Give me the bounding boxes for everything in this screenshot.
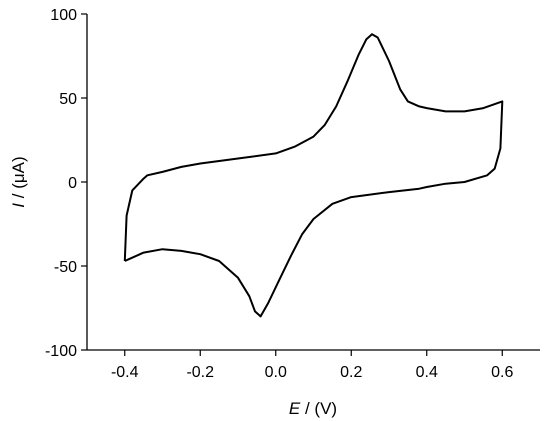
cv-curve-series-0: [123, 33, 504, 318]
x-tick-label: 0.2: [340, 364, 362, 381]
x-tick-label: -0.4: [111, 364, 139, 381]
x-axis-label: E / (V): [289, 399, 337, 418]
series-layer: [123, 33, 504, 318]
x-tick-label: 0.4: [416, 364, 438, 381]
y-tick-label: 50: [59, 91, 77, 108]
x-tick-label: -0.2: [186, 364, 214, 381]
y-tick-label: 100: [50, 7, 77, 24]
x-ticks: -0.4 -0.2 0.0 0.2 0.4 0.6: [111, 350, 513, 381]
x-axis-symbol: E: [289, 399, 301, 418]
y-tick-label: 0: [68, 175, 77, 192]
y-axis-symbol: I: [9, 203, 28, 208]
y-ticks: -100 -50 0 50 100: [45, 7, 87, 360]
y-axis-label: I / (μA): [9, 156, 28, 207]
x-axis-unit: / (V): [300, 399, 337, 418]
x-tick-label: 0.6: [491, 364, 513, 381]
y-tick-label: -50: [54, 259, 77, 276]
y-axis-unit: / (μA): [9, 156, 28, 203]
y-tick-label: -100: [45, 343, 77, 360]
x-tick-label: 0.0: [265, 364, 287, 381]
